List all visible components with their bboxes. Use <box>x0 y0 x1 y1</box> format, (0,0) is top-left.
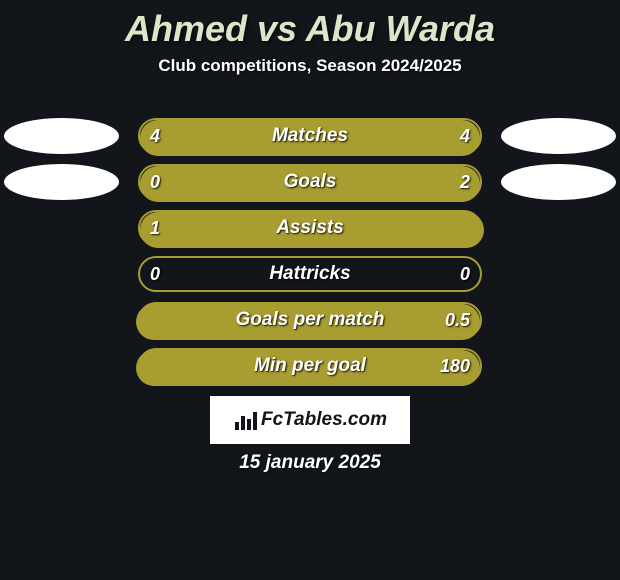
bar-fill-right <box>308 120 480 156</box>
date-label: 15 january 2025 <box>0 452 620 474</box>
stat-value-left: 0 <box>150 256 160 292</box>
bar-track <box>138 164 482 200</box>
stat-row: Goals per match0.5 <box>0 302 620 348</box>
bar-track <box>138 302 482 338</box>
page-title: Ahmed vs Abu Warda <box>0 0 620 50</box>
stats-container: Matches44Goals02Assists1Hattricks00Goals… <box>0 118 620 394</box>
stat-value-left: 4 <box>150 118 160 154</box>
bar-track <box>138 210 482 246</box>
bar-track <box>138 348 482 384</box>
bar-track <box>138 256 482 292</box>
stat-value-right: 0.5 <box>445 302 470 338</box>
bar-fill-right <box>136 350 480 386</box>
stat-row: Min per goal180 <box>0 348 620 394</box>
stat-value-right: 2 <box>460 164 470 200</box>
stat-row: Goals02 <box>0 164 620 210</box>
avatar-left <box>4 118 119 154</box>
bar-track <box>138 118 482 154</box>
stat-row: Assists1 <box>0 210 620 256</box>
brand-text: FcTables.com <box>261 409 387 431</box>
avatar-right <box>501 118 616 154</box>
stat-row: Matches44 <box>0 118 620 164</box>
brand-logo[interactable]: FcTables.com <box>210 396 410 444</box>
stat-value-right: 0 <box>460 256 470 292</box>
bar-fill-right <box>136 304 480 340</box>
subtitle: Club competitions, Season 2024/2025 <box>0 56 620 76</box>
stat-value-left: 0 <box>150 164 160 200</box>
stat-value-left: 1 <box>150 210 160 246</box>
avatar-right <box>501 164 616 200</box>
bar-chart-icon <box>233 408 257 432</box>
avatar-left <box>4 164 119 200</box>
bar-fill-left <box>140 120 312 156</box>
stat-value-right: 4 <box>460 118 470 154</box>
comparison-card: Ahmed vs Abu Warda Club competitions, Se… <box>0 0 620 580</box>
bar-fill-right <box>198 166 480 202</box>
stat-row: Hattricks00 <box>0 256 620 302</box>
bar-fill-left <box>140 212 484 248</box>
stat-value-right: 180 <box>440 348 470 384</box>
